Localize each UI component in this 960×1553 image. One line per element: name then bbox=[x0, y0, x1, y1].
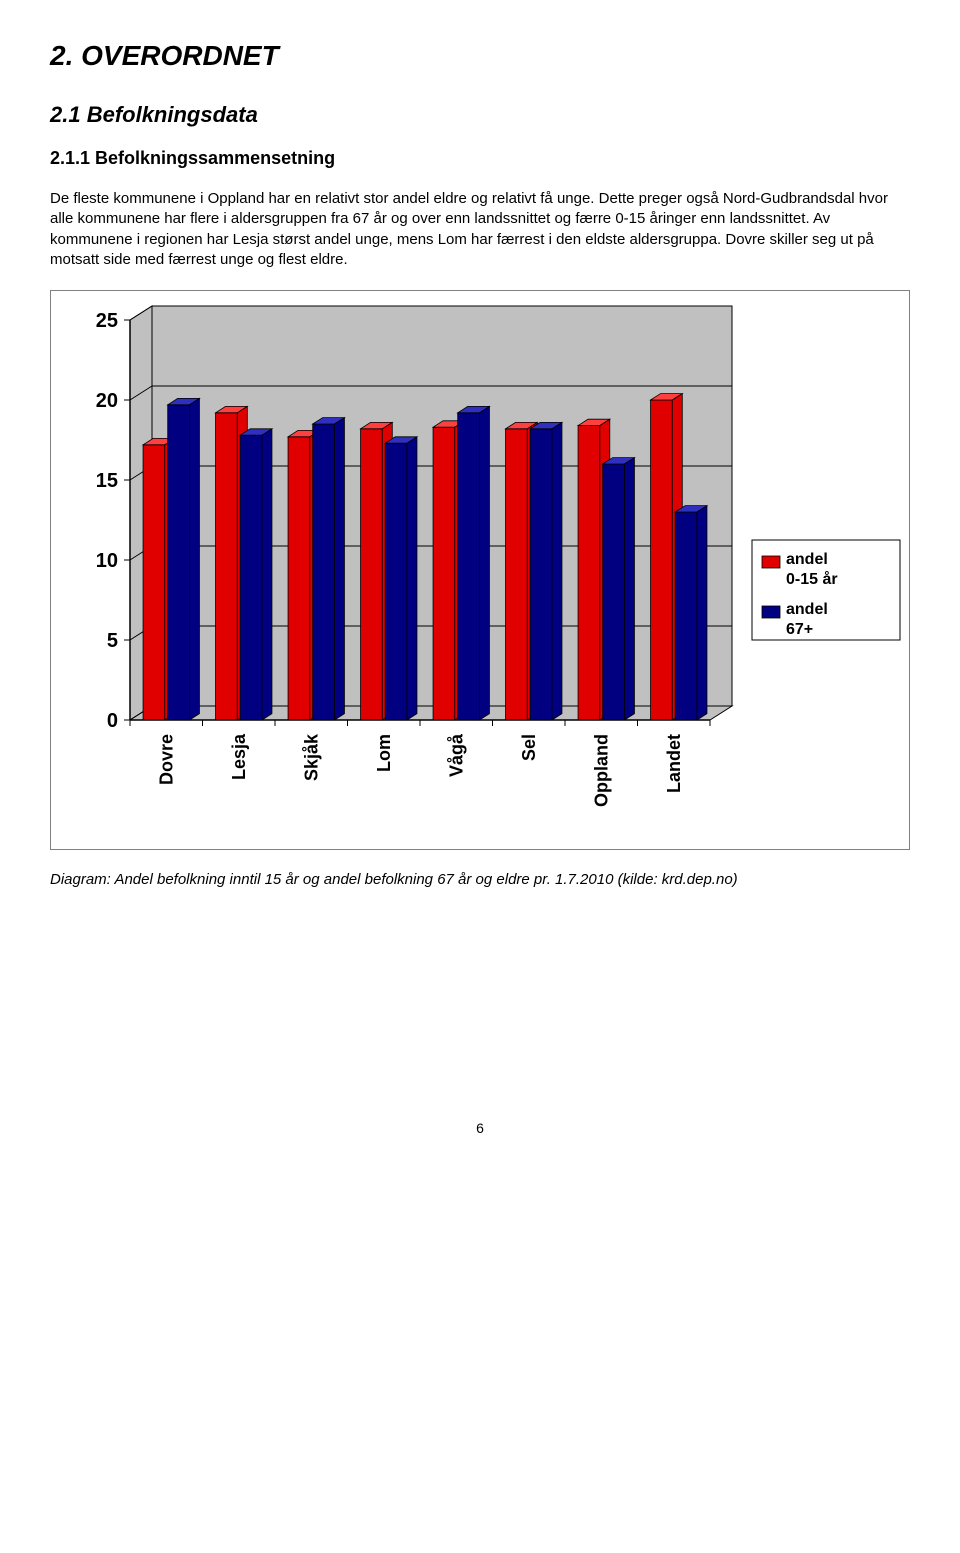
body-paragraph: De fleste kommunene i Oppland har en rel… bbox=[50, 189, 910, 270]
svg-text:Sel: Sel bbox=[519, 734, 539, 761]
svg-text:0-15 år: 0-15 år bbox=[786, 570, 838, 588]
svg-text:Lom: Lom bbox=[374, 734, 394, 772]
svg-text:Vågå: Vågå bbox=[446, 733, 466, 777]
heading-2: 2.1 Befolkningsdata bbox=[50, 102, 910, 128]
svg-text:Skjåk: Skjåk bbox=[301, 733, 321, 781]
svg-text:0: 0 bbox=[107, 710, 118, 732]
heading-1: 2. OVERORDNET bbox=[50, 40, 910, 72]
svg-text:15: 15 bbox=[96, 470, 118, 492]
svg-text:Lesja: Lesja bbox=[229, 733, 249, 780]
svg-text:10: 10 bbox=[96, 550, 118, 572]
svg-text:Oppland: Oppland bbox=[591, 734, 611, 807]
svg-text:andel: andel bbox=[786, 551, 828, 568]
svg-text:25: 25 bbox=[96, 310, 118, 332]
chart-caption: Diagram: Andel befolkning inntil 15 år o… bbox=[50, 870, 910, 890]
svg-text:Landet: Landet bbox=[664, 734, 684, 793]
svg-text:5: 5 bbox=[107, 630, 118, 652]
svg-text:67+: 67+ bbox=[786, 621, 813, 638]
svg-text:Dovre: Dovre bbox=[156, 734, 176, 785]
svg-text:andel: andel bbox=[786, 601, 828, 618]
heading-3: 2.1.1 Befolkningssammensetning bbox=[50, 148, 910, 169]
page-number: 6 bbox=[50, 1120, 910, 1136]
svg-text:20: 20 bbox=[96, 390, 118, 412]
bar-chart: 0 5 10 15 20 25 Dovre Lesja Skjåk Lom Vågå Sel Oppla… bbox=[50, 290, 910, 850]
chart-svg: 0 5 10 15 20 25 Dovre Lesja Skjåk Lom Vågå Sel Oppla… bbox=[50, 290, 910, 850]
